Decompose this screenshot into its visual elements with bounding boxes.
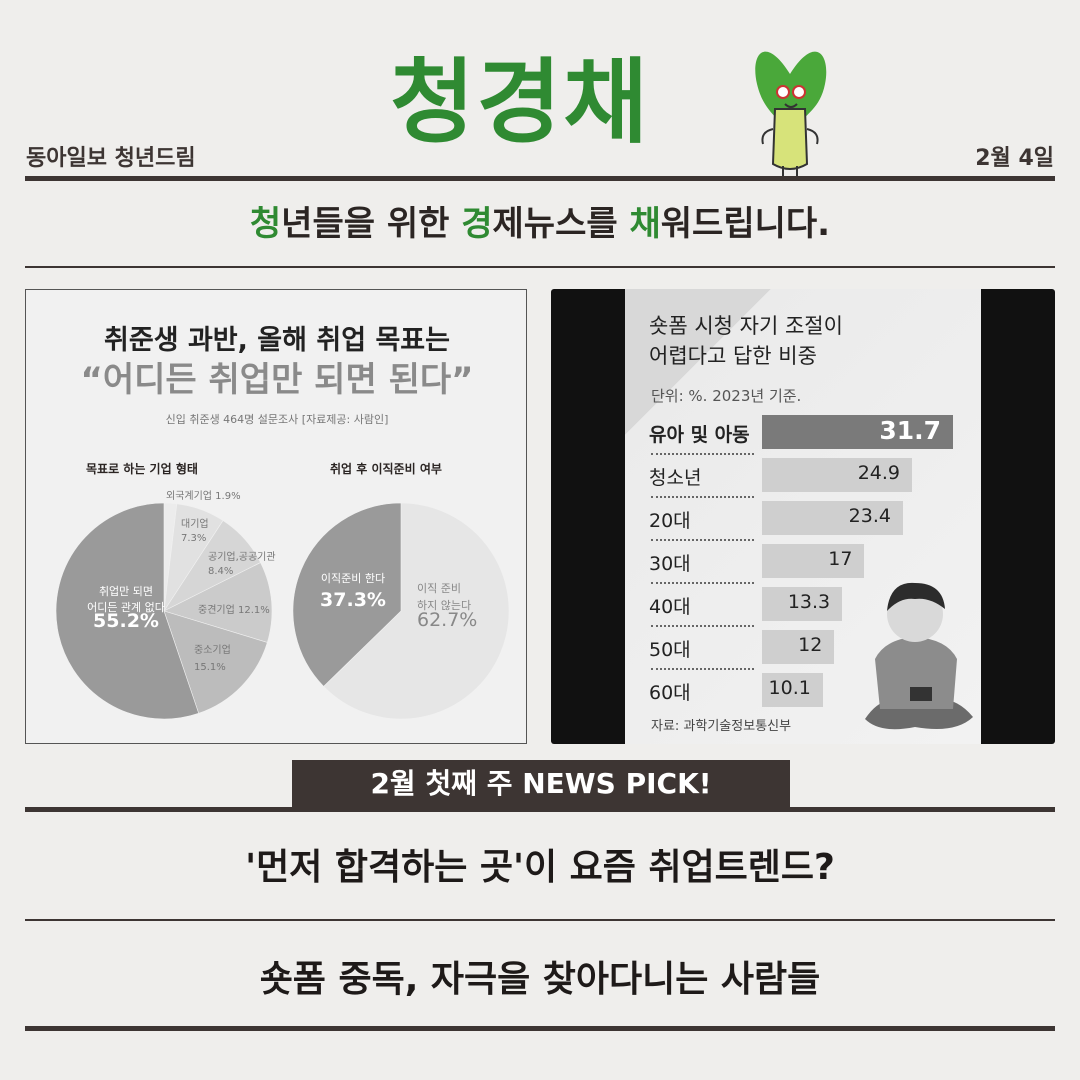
pie-label: 어디든 관계 없다	[87, 601, 165, 614]
bar-value-label: 17	[828, 548, 853, 570]
divider	[25, 1026, 1055, 1031]
tagline-part: 경	[461, 204, 493, 244]
row-separator	[651, 625, 754, 627]
bar	[762, 673, 823, 707]
pie-label: 37.3%	[320, 589, 386, 611]
bar	[762, 415, 953, 449]
bar	[762, 458, 913, 492]
bar	[762, 544, 865, 578]
date-label: 2월 4일	[975, 146, 1054, 171]
bar-value-label: 13.3	[787, 591, 831, 613]
row-separator	[651, 539, 754, 541]
pie-label: 대기업	[181, 517, 209, 530]
bar-value-label: 24.9	[857, 462, 901, 484]
chart-title-line2: 어렵다고 답한 비중	[649, 344, 817, 368]
infographic-title: 취준생 과반, 올해 취업 목표는	[104, 325, 450, 356]
pie-slice	[163, 610, 268, 714]
pie-label: 15.1%	[194, 662, 226, 673]
news-pick-banner: 2월 첫째 주 NEWS PICK!	[292, 760, 790, 808]
row-separator	[651, 453, 754, 455]
pie-label: 취업만 되면	[99, 585, 153, 598]
job-survey-infographic[interactable]: 취준생 과반, 올해 취업 목표는 “어디든 취업만 되면 된다” 신입 취준생…	[25, 289, 527, 744]
row-separator	[651, 582, 754, 584]
bar-category-label: 60대	[649, 682, 691, 704]
pie-label: 중소기업	[194, 643, 231, 656]
tagline-part: 워드립니다.	[660, 204, 831, 244]
row-separator	[651, 668, 754, 670]
divider	[25, 807, 1055, 812]
pie-charts: 외국계기업 1.9% 대기업 7.3%공기업,공공기관 8.4% 중견기업 12.1% 중…	[55, 489, 510, 720]
pie-slice	[163, 562, 273, 643]
pie-label: 8.4%	[208, 566, 233, 577]
infographic-source: 신입 취준생 464명 설문조사 [자료제공: 사람인]	[165, 413, 389, 426]
pie-slice	[55, 502, 200, 720]
boy-with-phone-icon	[865, 582, 973, 730]
pie2-title: 취업 후 이직준비 여부	[330, 462, 442, 476]
bar	[762, 630, 835, 664]
tagline-part: 청	[249, 204, 282, 244]
chart-title-line1: 숏폼 시청 자기 조절이	[649, 314, 843, 338]
tagline: 청년들을 위한 경제뉴스를 채워드립니다.	[0, 196, 1080, 245]
bar-value-label: 23.4	[848, 505, 891, 527]
chart-source: 자료: 과학기술정보통신부	[651, 719, 792, 734]
publisher-label: 동아일보 청년드림	[26, 146, 196, 171]
pie1-title: 목표로 하는 기업 형태	[86, 462, 198, 476]
pie-slice	[292, 502, 402, 687]
pie-label: 공기업,공공기관	[208, 550, 276, 563]
pie-label: 55.2%	[93, 610, 159, 632]
bar-value-label: 10.1	[768, 677, 811, 699]
divider	[25, 176, 1055, 181]
pie-label: 하지 않는다	[417, 598, 471, 612]
headline-2[interactable]: 숏폼 중독, 자극을 찾아다니는 사람들	[259, 959, 821, 1000]
bar-category-label: 40대	[649, 596, 691, 618]
chart-unit: 단위: %. 2023년 기준.	[651, 387, 802, 405]
bar-category-label: 20대	[649, 510, 691, 532]
shortform-chart-panel: 숏폼 시청 자기 조절이 어렵다고 답한 비중 단위: %. 2023년 기준.…	[625, 289, 981, 744]
divider	[25, 919, 1055, 921]
bar	[762, 501, 903, 535]
pie-label: 외국계기업 1.9%	[166, 489, 241, 502]
pie-slice	[323, 502, 510, 720]
pie-label: 이직준비 한다	[321, 572, 385, 585]
bar-category-label: 50대	[649, 639, 691, 661]
tagline-part: 년들을 위한	[281, 204, 462, 244]
bar-value-label: 31.7	[879, 416, 941, 445]
bar-value-label: 12	[798, 634, 823, 656]
row-separator	[651, 496, 754, 498]
brand-title: 청경채	[390, 49, 650, 156]
pie-label: 62.7%	[417, 609, 477, 631]
bar	[762, 587, 843, 621]
bar-category-label: 유아 및 아동	[649, 424, 750, 446]
divider	[25, 266, 1055, 268]
infographic-quote: “어디든 취업만 되면 된다”	[80, 360, 474, 400]
headline-1[interactable]: '먼저 합격하는 곳'이 요즘 취업트렌드?	[245, 847, 835, 888]
tagline-part: 채	[629, 204, 661, 244]
tagline-part: 제뉴스를	[492, 204, 630, 244]
pie-label: 이직 준비	[417, 582, 461, 595]
pie-label: 7.3%	[181, 533, 206, 544]
pie-label: 중견기업 12.1%	[198, 603, 270, 616]
bok-choy-mascot-icon	[755, 51, 827, 176]
bar-category-label: 30대	[649, 553, 691, 575]
bar-category-label: 청소년	[649, 467, 702, 489]
